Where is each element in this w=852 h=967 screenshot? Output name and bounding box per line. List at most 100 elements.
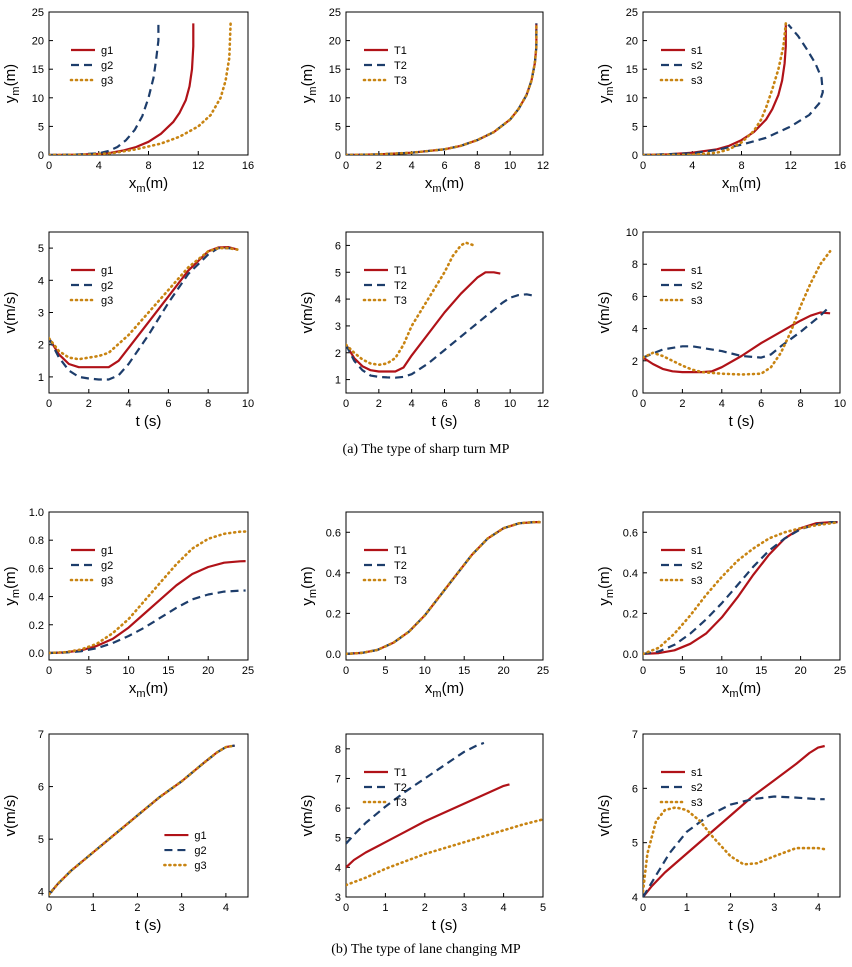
legend-label-T1: T1 (394, 45, 407, 57)
y-tick-label: 1 (335, 375, 341, 387)
plot-frame (48, 733, 249, 898)
x-tick-label: 1 (684, 902, 690, 914)
y-tick-label: 2 (632, 356, 638, 368)
series-line-g3 (49, 744, 236, 896)
series-line-s2 (643, 305, 831, 359)
y-tick-label: 0.8 (29, 535, 44, 547)
x-tick-label: 8 (145, 160, 151, 172)
series-line-T2 (346, 23, 538, 155)
x-tick-label: 10 (122, 665, 134, 677)
series-line-s3 (643, 22, 788, 155)
x-tick-label: 0 (46, 665, 52, 677)
y-tick-label: 5 (632, 121, 638, 133)
y-tick-label: 20 (626, 36, 638, 48)
x-axis-label: t (s) (136, 917, 162, 934)
chart-a-top-right: 0 4 8 12 16 0 5 10 15 20 25 xm(m) ym(m) s1 s2 s3 (596, 7, 846, 195)
y-tick-label: 4 (38, 275, 44, 287)
x-tick-label: 2 (376, 160, 382, 172)
series-line-T1 (346, 23, 538, 155)
plot-frame (345, 733, 544, 898)
y-axis-label: ym(m) (596, 64, 616, 103)
y-tick-label: 0 (335, 150, 341, 162)
x-tick-label: 0 (640, 902, 646, 914)
y-tick-label: 0 (632, 150, 638, 162)
series-line-s3 (643, 806, 826, 893)
series-line-g1 (49, 246, 239, 369)
legend-label-s1: s1 (691, 767, 703, 779)
x-tick-label: 0 (46, 398, 52, 410)
y-tick-label: 4 (335, 862, 341, 874)
x-tick-label: 10 (419, 665, 431, 677)
y-tick-label: 25 (626, 7, 638, 19)
x-tick-label: 0 (640, 665, 646, 677)
legend-label-s3: s3 (691, 575, 703, 587)
x-axis-label: xm(m) (722, 680, 761, 700)
x-axis-label: xm(m) (425, 175, 464, 195)
chart-a-top-left: 0 4 8 12 16 0 5 10 15 20 25 xm(m) ym(m) g1 g2 g3 (2, 7, 254, 195)
legend-label-s1: s1 (691, 45, 703, 57)
x-tick-label: 16 (242, 160, 254, 172)
y-tick-label: 0.2 (29, 620, 44, 632)
legend-label-g3: g3 (101, 75, 113, 87)
plot-frame (642, 231, 841, 394)
legend-label-g3: g3 (194, 860, 206, 872)
y-tick-label: 3 (335, 892, 341, 904)
y-tick-label: 8 (335, 744, 341, 756)
y-tick-label: 6 (632, 783, 638, 795)
x-tick-label: 0 (640, 160, 646, 172)
legend-label-T1: T1 (394, 265, 407, 277)
legend-label-s2: s2 (691, 280, 703, 292)
y-axis-label: v(m/s) (299, 795, 316, 837)
series-line-g2 (49, 744, 235, 896)
y-axis-label: v(m/s) (596, 292, 613, 334)
legend-label-s3: s3 (691, 295, 703, 307)
y-tick-label: 2 (335, 348, 341, 360)
x-tick-label: 2 (86, 398, 92, 410)
series-line-T1 (346, 783, 510, 869)
x-axis-label: xm(m) (722, 175, 761, 195)
legend-label-T2: T2 (394, 280, 407, 292)
y-tick-label: 10 (329, 93, 341, 105)
x-tick-label: 0 (343, 160, 349, 172)
x-tick-label: 2 (376, 398, 382, 410)
series-line-g3 (49, 246, 240, 361)
y-tick-label: 1 (38, 372, 44, 384)
y-tick-label: 10 (32, 93, 44, 105)
legend-label-g2: g2 (101, 560, 113, 572)
x-tick-label: 0 (343, 398, 349, 410)
y-tick-label: 0.0 (29, 648, 44, 660)
y-tick-label: 5 (335, 267, 341, 279)
legend-label-g2: g2 (101, 280, 113, 292)
y-axis-label: v(m/s) (2, 795, 19, 837)
legend-label-g2: g2 (101, 60, 113, 72)
x-tick-label: 10 (504, 398, 516, 410)
legend-label-T3: T3 (394, 797, 407, 809)
series-line-s1 (643, 744, 825, 897)
series-line-s1 (643, 521, 838, 655)
x-tick-label: 4 (719, 398, 725, 410)
y-tick-label: 5 (38, 834, 44, 846)
y-tick-label: 8 (632, 259, 638, 271)
legend-label-s2: s2 (691, 782, 703, 794)
y-tick-label: 10 (626, 93, 638, 105)
y-tick-label: 4 (38, 887, 44, 899)
legend-label-T3: T3 (394, 75, 407, 87)
x-tick-label: 25 (537, 665, 549, 677)
y-axis-label: ym(m) (299, 566, 319, 605)
x-axis-label: t (s) (136, 413, 162, 430)
y-tick-label: 5 (38, 243, 44, 255)
x-tick-label: 1 (90, 902, 96, 914)
series-line-s3 (643, 250, 832, 376)
y-axis-label: v(m/s) (299, 292, 316, 334)
x-tick-label: 2 (679, 398, 685, 410)
x-tick-label: 10 (716, 665, 728, 677)
y-tick-label: 0 (38, 150, 44, 162)
y-tick-label: 6 (632, 291, 638, 303)
x-axis-label: t (s) (432, 413, 458, 430)
x-tick-label: 6 (165, 398, 171, 410)
y-tick-label: 0.4 (326, 568, 341, 580)
y-axis-label: v(m/s) (2, 292, 19, 334)
chart-b-bottom-right: 0 1 2 3 4 4 5 6 7 t (s) v(m/s) s1 s2 s3 (596, 729, 841, 934)
x-axis-label: t (s) (729, 917, 755, 934)
